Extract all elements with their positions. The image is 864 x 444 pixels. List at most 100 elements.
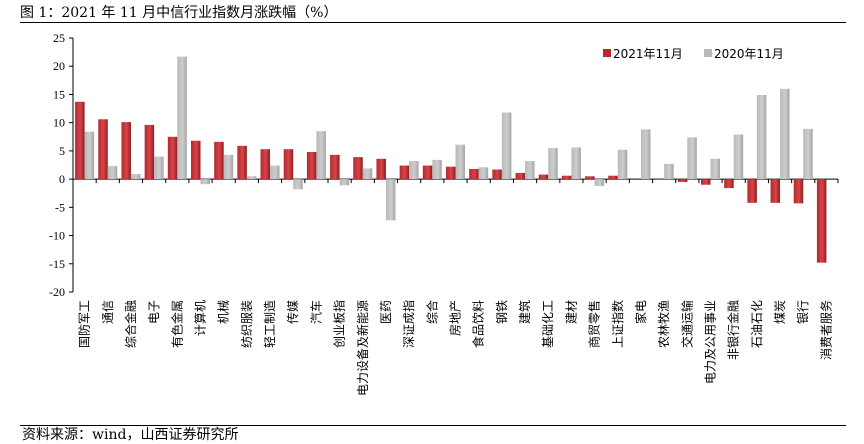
category-label: 交通运输 — [679, 300, 694, 348]
y-tick-label: 10 — [53, 116, 65, 130]
bar-2021-26 — [654, 179, 665, 180]
category-label: 纺织服装 — [240, 300, 254, 348]
bar-2020-26 — [664, 163, 674, 180]
bar-2020-8 — [246, 176, 257, 180]
bar-2020-4 — [154, 156, 164, 180]
figure-title: 图 1：2021 年 11 月中信行业指数月涨跌幅（%） — [20, 5, 338, 21]
bar-2021-9 — [260, 149, 271, 180]
bar-2021-30 — [747, 179, 757, 203]
y-tick-label: 25 — [53, 31, 65, 45]
bar-2020-32 — [803, 128, 813, 180]
y-tick-label: 20 — [53, 59, 65, 73]
bar-2020-10 — [293, 179, 303, 190]
bar-2020-28 — [710, 158, 720, 180]
category-label: 计算机 — [193, 300, 208, 336]
category-label: 消费者服务 — [818, 300, 833, 360]
bar-2020-31 — [780, 88, 790, 180]
bar-2021-21 — [538, 174, 549, 180]
bar-2021-28 — [701, 179, 711, 185]
bar-2021-3 — [121, 122, 131, 180]
bar-2021-15 — [399, 165, 410, 180]
category-label: 传媒 — [285, 300, 300, 324]
bar-2020-24 — [617, 149, 628, 180]
y-tick-label: 15 — [53, 87, 65, 101]
legend-swatch-2021 — [603, 49, 611, 57]
bar-2021-8 — [237, 145, 247, 180]
bars — [75, 56, 827, 263]
bar-2021-13 — [353, 157, 363, 180]
bar-2021-10 — [283, 149, 294, 180]
bar-2021-5 — [167, 136, 178, 180]
bar-2021-12 — [330, 154, 340, 180]
bar-2021-32 — [793, 179, 804, 204]
category-label: 建筑 — [517, 300, 532, 324]
bar-2020-23 — [594, 179, 605, 186]
bar-2021-11 — [306, 152, 317, 180]
category-label: 深证成指 — [401, 300, 416, 348]
y-tick-label: -10 — [49, 229, 65, 243]
y-tick-label: 0 — [59, 172, 65, 186]
legend-swatch-2020 — [704, 49, 712, 57]
bar-2020-19 — [501, 112, 512, 180]
bar-2020-21 — [548, 148, 558, 180]
bar-2020-16 — [432, 159, 442, 180]
category-label: 汽车 — [308, 300, 323, 324]
category-label: 电力设备及新能源 — [355, 300, 370, 396]
category-label: 非银行金融 — [726, 300, 741, 360]
bar-2020-12 — [339, 179, 350, 186]
bar-2021-14 — [376, 158, 386, 180]
category-label: 综合金融 — [123, 300, 138, 348]
bar-2020-20 — [525, 161, 535, 180]
legend: 2021年11月 2020年11月 — [603, 47, 784, 61]
bar-2020-6 — [200, 179, 210, 185]
category-label: 上证指数 — [610, 300, 625, 348]
bar-2020-14 — [385, 179, 396, 221]
bar-2020-3 — [130, 174, 141, 180]
category-label: 煤炭 — [773, 300, 787, 324]
bar-2020-11 — [316, 131, 326, 180]
bar-2020-9 — [270, 165, 280, 180]
category-label: 石油石化 — [750, 300, 764, 348]
bar-2021-18 — [469, 168, 479, 180]
y-tick-label: -20 — [49, 285, 65, 299]
legend-label-2020: 2020年11月 — [714, 47, 784, 61]
bar-2020-29 — [733, 134, 744, 180]
y-tick-label: -15 — [49, 257, 65, 271]
bar-2021-22 — [561, 175, 572, 180]
category-label: 农林牧渔 — [657, 300, 671, 348]
bar-2021-29 — [724, 179, 734, 189]
category-label: 电力及公用事业 — [704, 300, 718, 384]
bar-2020-13 — [362, 168, 373, 180]
bar-2020-30 — [756, 95, 767, 180]
bar-2021-33 — [816, 179, 827, 263]
bar-2020-22 — [571, 147, 581, 180]
category-label: 轻工制造 — [263, 300, 277, 348]
bar-2021-7 — [214, 141, 224, 180]
category-label: 电子 — [147, 300, 161, 324]
bar-2021-6 — [191, 140, 201, 180]
bar-2021-20 — [515, 172, 526, 180]
bar-2021-31 — [770, 179, 781, 203]
source-note: 资料来源：wind，山西证券研究所 — [22, 427, 239, 443]
category-label: 商贸零售 — [587, 300, 602, 348]
bar-2021-2 — [98, 119, 108, 180]
category-label: 有色金属 — [169, 300, 184, 348]
bar-2021-23 — [585, 176, 595, 180]
category-label: 创业板指 — [332, 300, 347, 348]
category-label: 综合 — [424, 300, 439, 324]
y-tick-label: -5 — [55, 200, 65, 214]
category-label: 建材 — [564, 300, 578, 324]
y-tick-label: 5 — [59, 144, 65, 158]
bar-2020-7 — [223, 154, 234, 180]
bar-2020-5 — [177, 56, 187, 180]
category-labels: 国防军工 通信 综合金融 电子 有色金属 计算机 机械 纺织服装 轻工制造 传媒 汽车 创业板指 电力设… — [77, 300, 834, 396]
bar-2020-15 — [409, 161, 419, 180]
bar-2020-25 — [640, 129, 651, 180]
category-label: 医药 — [379, 300, 393, 324]
bar-2020-18 — [478, 167, 489, 180]
category-label: 钢铁 — [495, 300, 509, 324]
bar-2021-17 — [446, 166, 456, 180]
bar-2020-1 — [84, 131, 95, 180]
bar-2021-1 — [75, 101, 85, 180]
